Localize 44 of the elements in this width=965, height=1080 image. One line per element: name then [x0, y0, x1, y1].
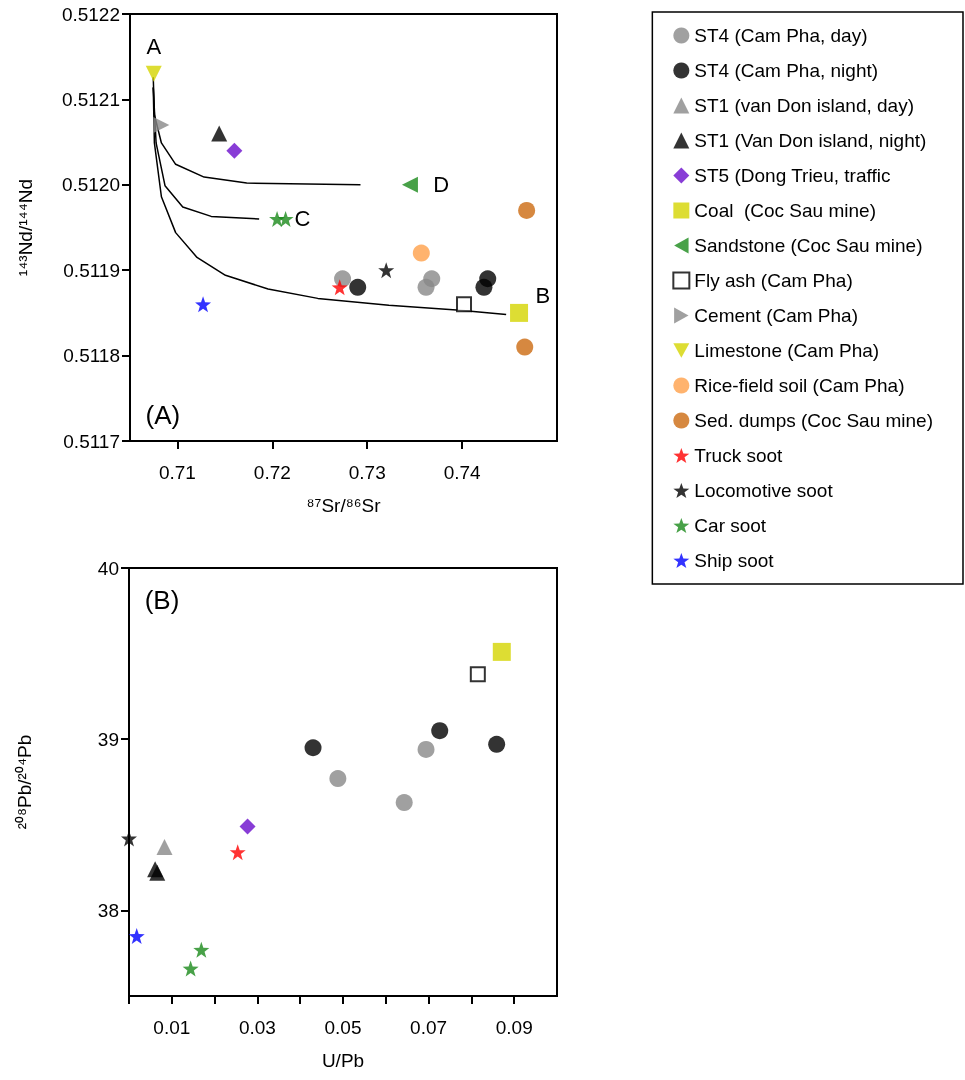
- annotation: (B): [144, 585, 180, 616]
- x-tick-label: 0.01: [153, 1017, 191, 1038]
- y-tick-label: 0.5120: [61, 174, 120, 196]
- y-tick-label: 0.5117: [63, 430, 120, 452]
- x-tick-label: 0.73: [348, 462, 386, 483]
- legend-label: Fly ash (Cam Pha): [694, 270, 853, 291]
- legend-label: Car soot: [694, 515, 767, 536]
- legend-label: Sandstone (Coc Sau mine): [694, 235, 923, 256]
- legend-label: Coal (Coc Sau mine): [694, 200, 876, 221]
- y-axis-title: ²⁰⁸Pb/²⁰⁴Pb: [14, 734, 35, 830]
- legend-label: Ship soot: [694, 550, 775, 571]
- legend-label: ST4 (Cam Pha, night): [694, 60, 879, 81]
- legend-label: ST4 (Cam Pha, day): [694, 25, 868, 46]
- y-tick-label: 0.5122: [61, 3, 120, 25]
- x-tick-label: 0.72: [253, 462, 291, 483]
- annotation: D: [433, 172, 450, 198]
- legend-label: Limestone (Cam Pha): [694, 340, 880, 361]
- y-axis-title: ¹⁴³Nd/¹⁴⁴Nd: [15, 178, 36, 277]
- y-tick-label: 0.5118: [63, 345, 120, 367]
- x-tick-label: 0.74: [443, 462, 482, 483]
- x-axis-title: U/Pb: [321, 1050, 365, 1071]
- x-tick-label: 0.71: [158, 462, 196, 483]
- annotation: A: [146, 33, 162, 59]
- annotation: B: [535, 283, 551, 309]
- text: ST1 (van Don island, day): [694, 95, 915, 116]
- y-tick-label: 0.5119: [63, 259, 120, 281]
- legend-label: ST5 (Dong Trieu, traffic: [694, 165, 891, 186]
- x-tick-label: 0.09: [495, 1017, 533, 1038]
- y-tick-label: 39: [97, 728, 119, 750]
- legend-label: ST1 (Van Don island, night): [694, 130, 927, 151]
- x-tick-label: 0.07: [410, 1017, 448, 1038]
- y-tick-label: 40: [97, 557, 119, 579]
- annotation: C: [294, 206, 311, 232]
- legend-label: Rice-field soil (Cam Pha): [694, 375, 905, 396]
- x-axis-title: ⁸⁷Sr/⁸⁶Sr: [306, 495, 382, 516]
- legend-label: Truck soot: [694, 445, 784, 466]
- legend-label: Cement (Cam Pha): [694, 305, 859, 326]
- x-tick-label: 0.03: [238, 1017, 276, 1038]
- x-tick-label: 0.05: [324, 1017, 362, 1038]
- legend-label: Sed. dumps (Coc Sau mine): [694, 410, 934, 431]
- legend-label: Locomotive soot: [694, 480, 834, 501]
- y-tick-label: 0.5121: [61, 88, 120, 110]
- annotation: (A): [145, 400, 181, 431]
- y-tick-label: 38: [97, 899, 119, 921]
